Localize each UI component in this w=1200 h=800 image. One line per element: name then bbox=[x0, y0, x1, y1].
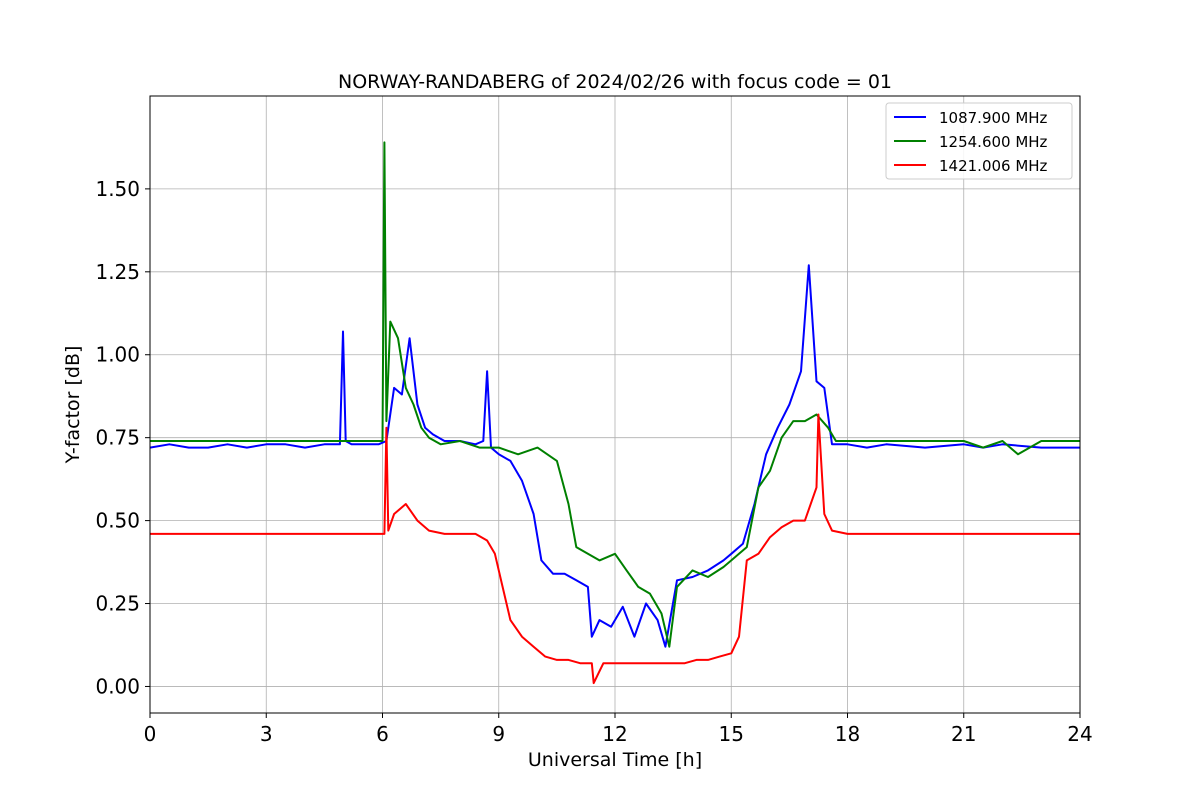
x-tick-label: 21 bbox=[951, 722, 976, 746]
x-tick-label: 3 bbox=[260, 722, 273, 746]
y-tick-label: 1.00 bbox=[95, 343, 140, 367]
x-tick-label: 18 bbox=[835, 722, 860, 746]
series-line-3 bbox=[150, 413, 1080, 685]
series-line-1 bbox=[149, 264, 1080, 648]
y-tick-label: 1.25 bbox=[95, 260, 140, 284]
x-tick-label: 24 bbox=[1067, 722, 1092, 746]
axes: 0 3 6 9 12 15 18 21 24 0.00 0.25 0.50 0.75 1.00 1.25 1.… bbox=[95, 177, 1092, 746]
series-line-2 bbox=[150, 141, 1080, 648]
y-axis-label: Y-factor [dB] bbox=[62, 346, 84, 465]
y-tick-label: 1.50 bbox=[95, 177, 140, 201]
x-tick-label: 0 bbox=[144, 722, 157, 746]
x-axis-label: Universal Time [h] bbox=[528, 749, 702, 771]
y-tick-label: 0.75 bbox=[95, 426, 140, 450]
legend-box bbox=[885, 102, 1073, 180]
legend-label: 1087.900 MHz bbox=[939, 109, 1048, 127]
legend-label: 1421.006 MHz bbox=[939, 157, 1048, 175]
chart-title: NORWAY-RANDABERG of 2024/02/26 with focu… bbox=[338, 71, 892, 93]
legend: 1087.900 MHz 1254.600 MHz 1421.006 MHz bbox=[885, 102, 1073, 180]
y-tick-label: 0.50 bbox=[95, 509, 140, 533]
y-tick-label: 0.25 bbox=[95, 592, 140, 616]
y-tick-label: 0.00 bbox=[95, 674, 140, 698]
x-tick-label: 12 bbox=[602, 722, 627, 746]
legend-label: 1254.600 MHz bbox=[939, 133, 1048, 151]
series-group bbox=[149, 141, 1080, 685]
x-tick-label: 9 bbox=[492, 722, 505, 746]
x-tick-label: 6 bbox=[376, 722, 389, 746]
x-tick-label: 15 bbox=[719, 722, 744, 746]
